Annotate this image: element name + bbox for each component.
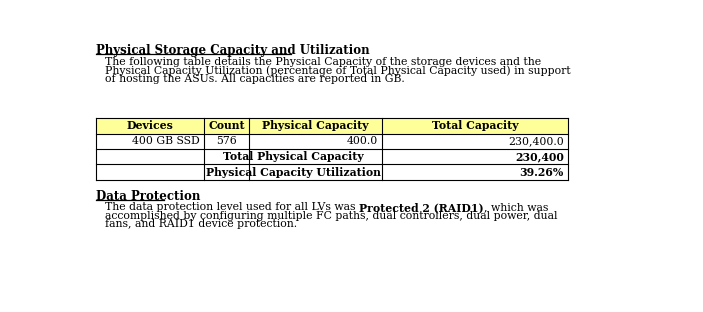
Text: The following table details the Physical Capacity of the storage devices and the: The following table details the Physical… [105,57,541,67]
Text: 576: 576 [217,136,237,146]
Text: Devices: Devices [127,120,174,131]
Text: Total Capacity: Total Capacity [432,120,519,131]
Text: 400 GB SSD: 400 GB SSD [131,136,200,146]
Text: Protected 2 (RAID1): Protected 2 (RAID1) [359,202,484,213]
Text: , which was: , which was [484,202,548,212]
Text: Physical Capacity Utilization: Physical Capacity Utilization [206,167,381,178]
Text: 39.26%: 39.26% [520,167,564,178]
Text: 400.0: 400.0 [347,136,378,146]
Text: Data Protection: Data Protection [96,190,200,203]
Text: Total Physical Capacity: Total Physical Capacity [223,151,363,162]
Text: Physical Capacity: Physical Capacity [262,120,369,131]
Text: Count: Count [208,120,245,131]
Text: 230,400.0: 230,400.0 [508,136,564,146]
Bar [96,118,568,134]
Text: of hosting the ASUs. All capacities are reported in GB.: of hosting the ASUs. All capacities are … [105,74,405,85]
Text: Physical Storage Capacity and Utilization: Physical Storage Capacity and Utilizatio… [96,44,369,56]
Text: The data protection level used for all LVs was: The data protection level used for all L… [105,202,359,212]
Text: 230,400: 230,400 [515,151,564,162]
Text: fans, and RAID1 device protection.: fans, and RAID1 device protection. [105,219,297,229]
Text: accomplished by configuring multiple FC paths, dual controllers, dual power, dua: accomplished by configuring multiple FC … [105,211,557,221]
Text: Physical Capacity Utilization (percentage of Total Physical Capacity used) in su: Physical Capacity Utilization (percentag… [105,66,571,76]
